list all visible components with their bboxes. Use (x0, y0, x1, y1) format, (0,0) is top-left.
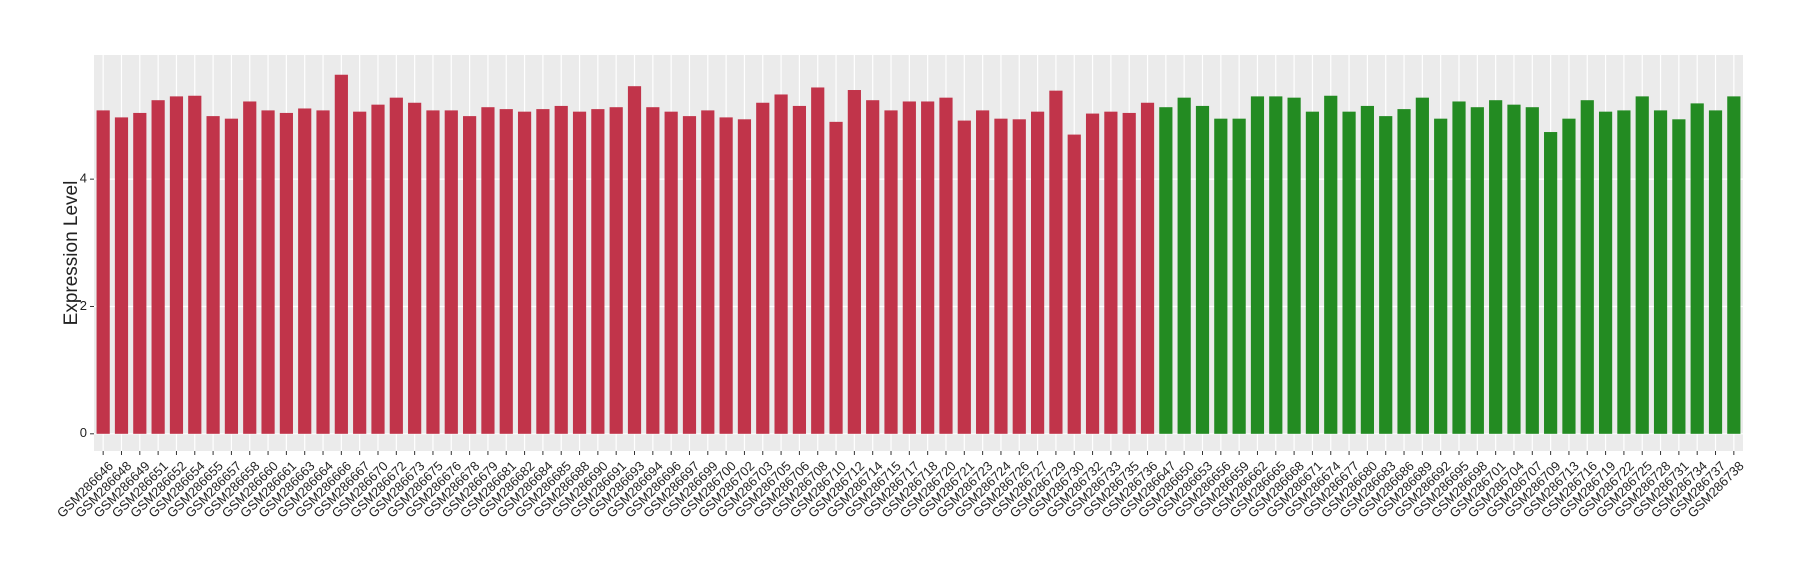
bar (1379, 116, 1393, 434)
bar (1214, 118, 1228, 434)
bar (1635, 96, 1649, 434)
bar (1470, 107, 1484, 434)
bar (1598, 111, 1613, 434)
bar (1030, 111, 1045, 434)
bar (1250, 96, 1265, 434)
bar (939, 97, 953, 434)
bar (609, 107, 623, 434)
bar (1690, 103, 1704, 434)
bar (261, 110, 275, 434)
bar (1122, 112, 1136, 434)
bar (1067, 134, 1081, 434)
bar (536, 109, 550, 434)
bar (866, 100, 880, 434)
bar (444, 110, 458, 434)
panel (94, 55, 1743, 451)
bar (1049, 90, 1063, 434)
bar (1305, 111, 1320, 434)
y-tick-label: 2 (80, 298, 87, 313)
bar (1085, 113, 1100, 434)
bar (1489, 100, 1503, 434)
bar (811, 87, 825, 434)
bar (829, 121, 843, 434)
bar (774, 94, 788, 434)
y-tick-label: 0 (80, 425, 87, 440)
bar (1617, 110, 1631, 434)
y-axis-label: Expression Level (61, 181, 82, 326)
bar (1104, 111, 1118, 434)
bar (1012, 119, 1026, 434)
bar (224, 118, 239, 434)
bar (298, 108, 312, 434)
bar (1177, 97, 1191, 434)
bar (426, 110, 440, 434)
bar (1269, 96, 1283, 434)
bar (517, 111, 532, 434)
bar (1195, 105, 1210, 434)
bar (682, 116, 697, 434)
bar (96, 110, 110, 434)
bar (572, 111, 587, 434)
bar (389, 97, 403, 434)
bar (316, 110, 330, 434)
bar (1727, 96, 1741, 434)
bar (646, 107, 660, 434)
bar (1434, 118, 1448, 434)
bar (114, 117, 129, 434)
bar (463, 116, 477, 434)
bar (1562, 118, 1576, 434)
bar (243, 101, 257, 434)
bar (1232, 118, 1246, 434)
bar (1140, 102, 1155, 434)
bar (591, 109, 605, 434)
y-tick-label: 4 (80, 171, 87, 186)
bar (408, 102, 422, 434)
bar (1324, 95, 1338, 434)
bar (737, 119, 752, 434)
bar (957, 120, 971, 434)
bar (169, 96, 184, 434)
bar (792, 105, 807, 434)
bar (133, 112, 147, 434)
bar (847, 90, 861, 434)
bar (756, 102, 770, 434)
bar (884, 110, 898, 434)
bar (334, 74, 348, 434)
bar (701, 110, 715, 434)
bar (554, 105, 568, 434)
bar (719, 117, 733, 434)
bar (371, 104, 385, 434)
bar (1672, 119, 1686, 434)
bar (664, 111, 678, 434)
bar (1159, 107, 1173, 434)
bar (1525, 107, 1539, 434)
bar (188, 95, 202, 434)
bar (1507, 104, 1521, 434)
bar (1342, 111, 1356, 434)
bar (1708, 110, 1723, 434)
bar (1287, 97, 1301, 434)
bar (1653, 110, 1668, 434)
bar (976, 110, 990, 434)
bar (151, 100, 165, 434)
bar (921, 101, 935, 434)
bar (279, 112, 293, 434)
bar (902, 101, 916, 434)
bar (1360, 105, 1374, 434)
bar (1580, 100, 1594, 434)
bar (206, 116, 220, 434)
bar (1397, 109, 1411, 434)
bar (627, 86, 642, 434)
bar (353, 111, 367, 434)
bar (1544, 132, 1558, 434)
bar (499, 109, 513, 434)
bar (1452, 101, 1466, 434)
bar (1415, 97, 1429, 434)
bar (481, 107, 495, 434)
bar (994, 118, 1008, 434)
